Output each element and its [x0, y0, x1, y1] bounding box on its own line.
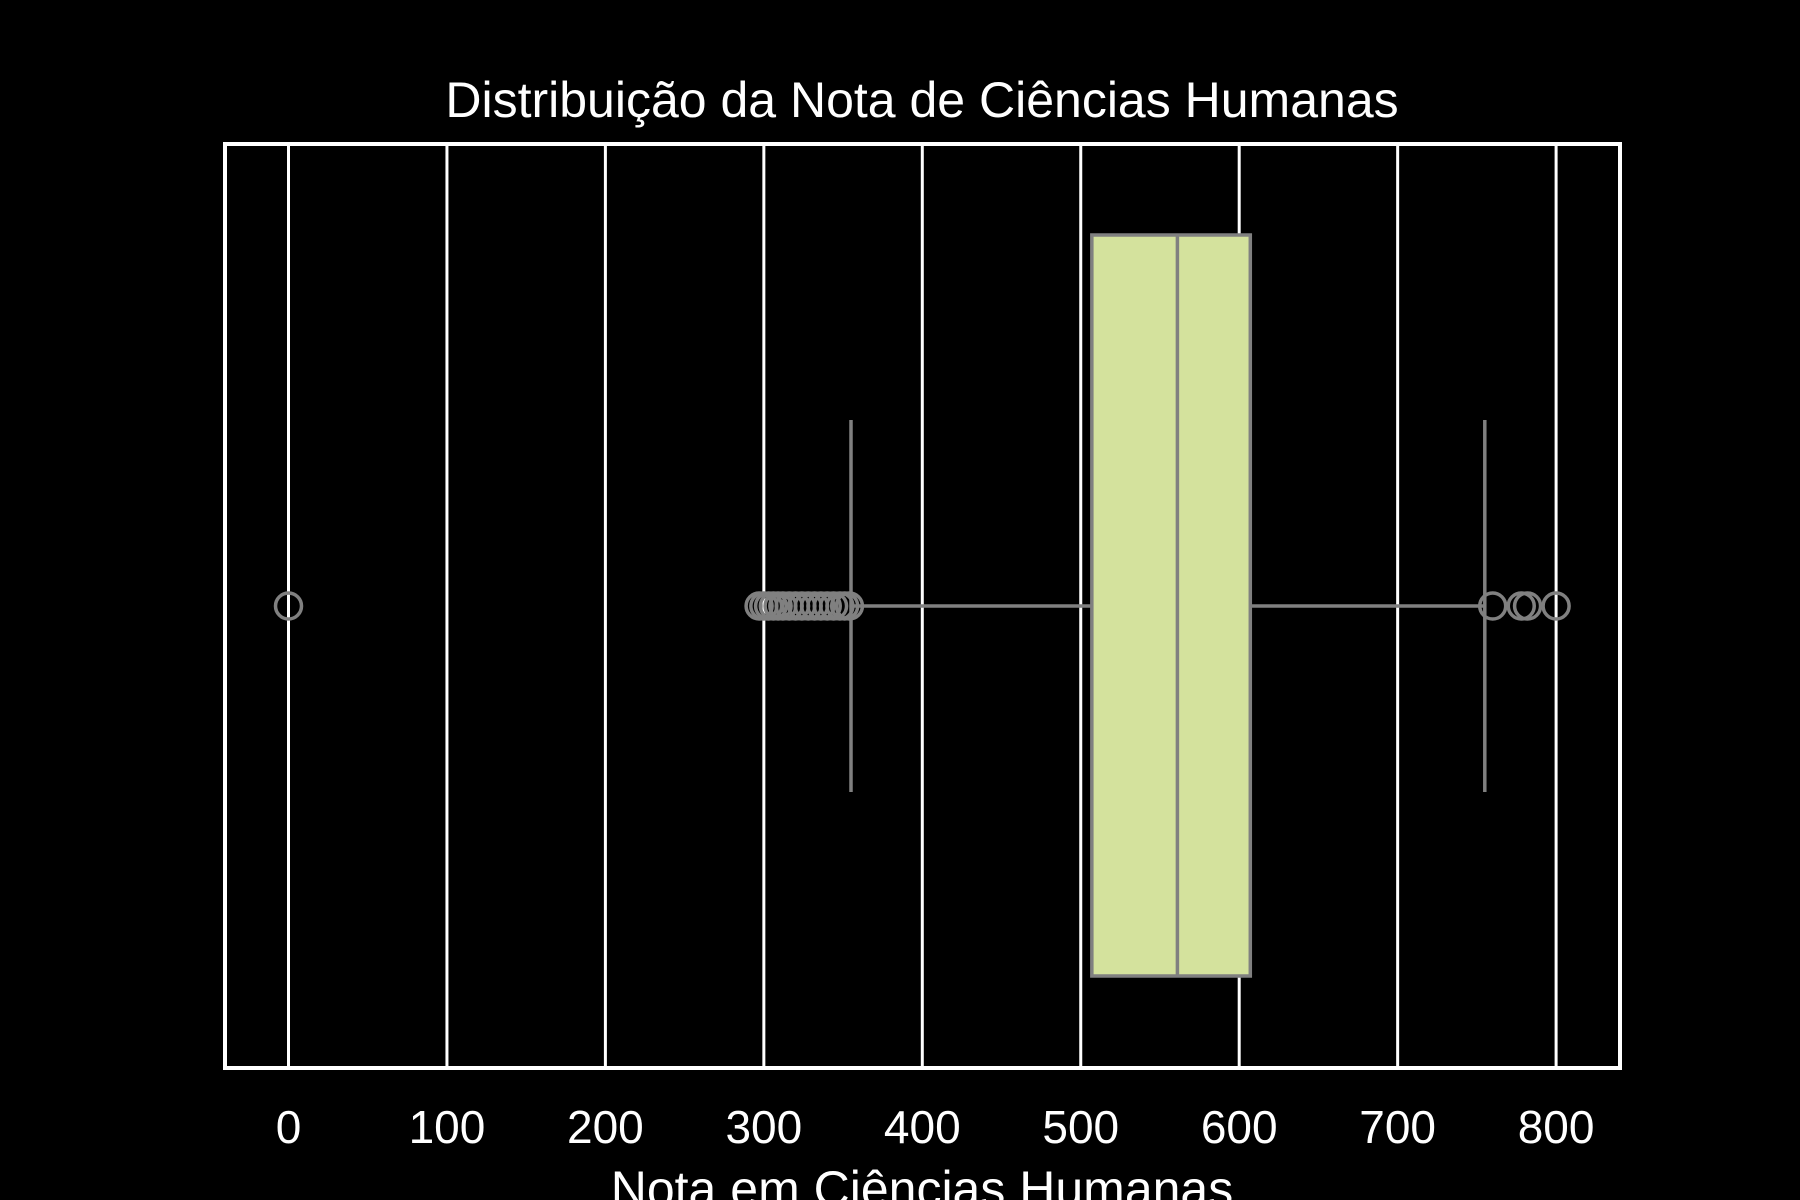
outlier-point-19	[1506, 591, 1536, 621]
x-tick-label-0: 0	[276, 1101, 302, 1153]
outlier-point-17	[834, 591, 865, 621]
outlier-point-18	[1477, 591, 1508, 621]
outlier-point-0	[273, 591, 304, 621]
x-tick-label-500: 500	[1042, 1101, 1119, 1153]
x-tick-label-300: 300	[725, 1101, 802, 1153]
x-tick-label-400: 400	[884, 1101, 961, 1153]
chart-title: Distribuição da Nota de Ciências Humanas	[445, 72, 1398, 128]
x-tick-label-700: 700	[1359, 1101, 1436, 1153]
box-plot	[273, 233, 1571, 978]
x-tick-labels: 0 100 200 300 400 500 600 700 800	[276, 1101, 1595, 1153]
axes-frame	[223, 142, 1622, 1070]
interquartile-box	[1090, 233, 1253, 978]
x-tick-label-100: 100	[409, 1101, 486, 1153]
x-tick-label-800: 800	[1518, 1101, 1595, 1153]
x-tick-label-600: 600	[1201, 1101, 1278, 1153]
outlier-point-21	[1541, 591, 1571, 621]
x-tick-label-200: 200	[567, 1101, 644, 1153]
outlier-point-20	[1512, 591, 1543, 621]
x-axis-label: Nota em Ciências Humanas	[611, 1161, 1234, 1200]
